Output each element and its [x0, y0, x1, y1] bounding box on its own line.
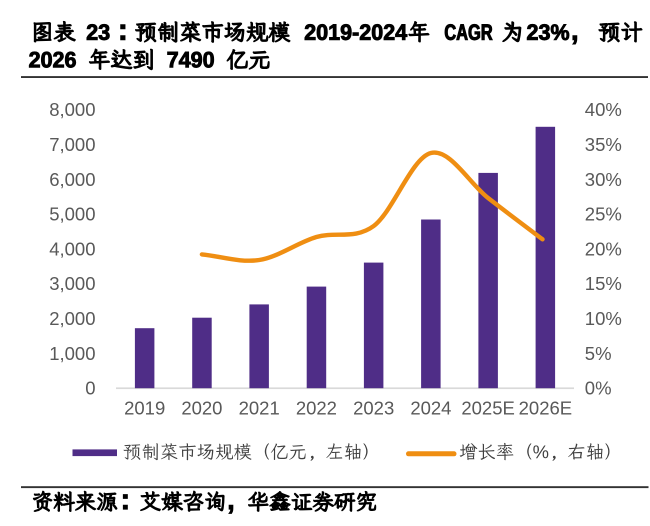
svg-text:0: 0	[85, 378, 95, 399]
svg-text:8,000: 8,000	[49, 99, 95, 120]
svg-text:0%: 0%	[585, 378, 612, 399]
svg-text:35%: 35%	[585, 134, 622, 155]
svg-text:2022: 2022	[296, 398, 337, 419]
svg-text:7,000: 7,000	[49, 134, 95, 155]
svg-text:15%: 15%	[585, 273, 622, 294]
svg-text:6,000: 6,000	[49, 169, 95, 190]
svg-text:2023: 2023	[353, 398, 394, 419]
svg-text:2021: 2021	[239, 398, 280, 419]
svg-text:10%: 10%	[585, 308, 622, 329]
svg-text:4,000: 4,000	[49, 238, 95, 259]
svg-text:2,000: 2,000	[49, 308, 95, 329]
svg-text:30%: 30%	[585, 169, 622, 190]
svg-text:25%: 25%	[585, 204, 622, 225]
svg-text:3,000: 3,000	[49, 273, 95, 294]
svg-text:5,000: 5,000	[49, 204, 95, 225]
svg-text:2019: 2019	[124, 398, 165, 419]
svg-text:2024: 2024	[410, 398, 451, 419]
svg-text:20%: 20%	[585, 238, 622, 259]
svg-text:1,000: 1,000	[49, 343, 95, 364]
svg-text:5%: 5%	[585, 343, 612, 364]
svg-text:2020: 2020	[181, 398, 222, 419]
svg-text:2025E: 2025E	[461, 398, 515, 419]
svg-text:40%: 40%	[585, 99, 622, 120]
svg-text:2026E: 2026E	[519, 398, 573, 419]
